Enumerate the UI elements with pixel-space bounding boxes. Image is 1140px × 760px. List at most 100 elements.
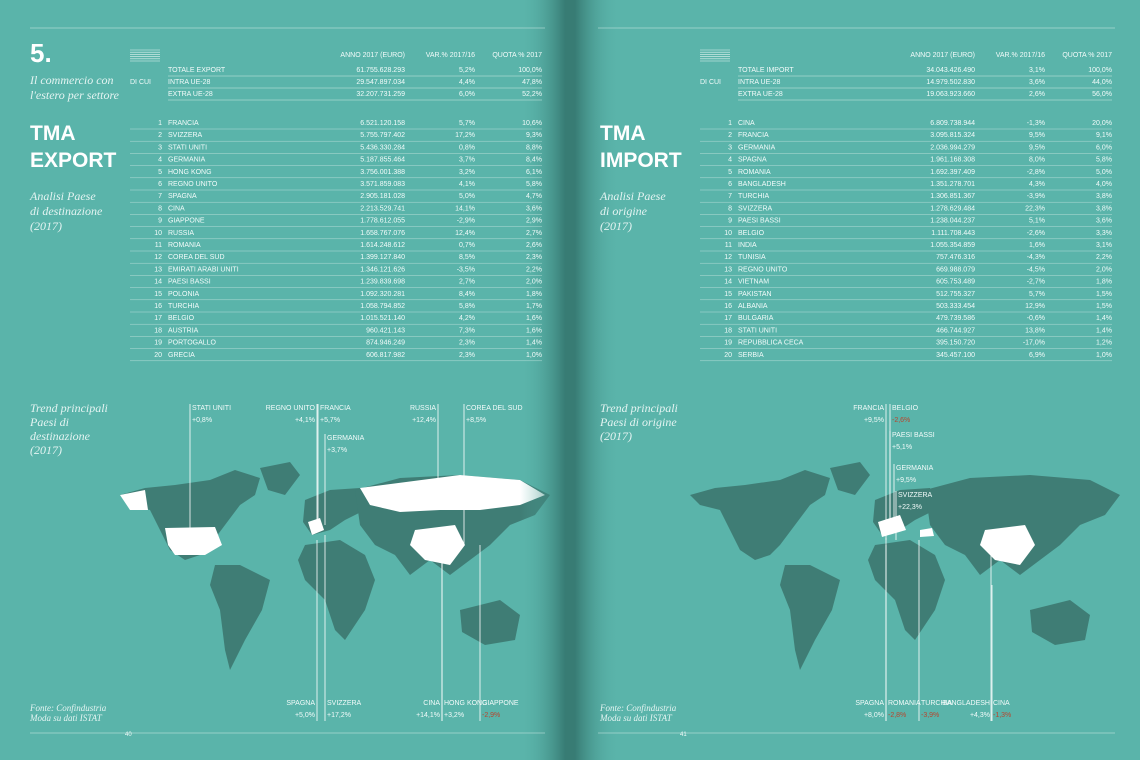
- value: 2,9%: [526, 218, 542, 225]
- callout-change: -2,6%: [892, 417, 910, 424]
- rank: 7: [728, 193, 732, 200]
- value: 1.306.851.367: [930, 193, 975, 200]
- rank: 12: [724, 254, 732, 261]
- country: GERMANIA: [738, 144, 776, 151]
- country: COREA DEL SUD: [168, 254, 225, 261]
- country: CINA: [738, 120, 755, 127]
- value: 5.187.855.464: [360, 157, 405, 164]
- value: 1,6%: [526, 327, 542, 334]
- value: 5,8%: [526, 181, 542, 188]
- country: ROMANIA: [738, 169, 771, 176]
- total-value: 29.547.897.034: [356, 79, 405, 86]
- value: 605.753.489: [936, 279, 975, 286]
- rank: 7: [158, 193, 162, 200]
- source: Moda su dati ISTAT: [29, 713, 103, 723]
- callout-change: +14,1%: [416, 712, 440, 719]
- rank: 14: [724, 279, 732, 286]
- country: INDIA: [738, 242, 757, 249]
- value: 1,5%: [1096, 303, 1112, 310]
- callout-country: BELGIO: [892, 405, 919, 412]
- rank: 3: [728, 144, 732, 151]
- value: 1.614.248.612: [360, 242, 405, 249]
- value: 3,1%: [1096, 242, 1112, 249]
- rank: 18: [724, 327, 732, 334]
- total-value: 44,0%: [1092, 79, 1112, 86]
- value: 9,5%: [1029, 144, 1045, 151]
- total-value: 56,0%: [1092, 91, 1112, 98]
- callout-change: -2,8%: [888, 712, 906, 719]
- source: Moda su dati ISTAT: [599, 713, 673, 723]
- rank: 8: [728, 205, 732, 212]
- value: 1,4%: [1096, 315, 1112, 322]
- value: 2,3%: [526, 254, 542, 261]
- callout-country: BANGLADESH: [942, 700, 990, 707]
- value: 2,2%: [1096, 254, 1112, 261]
- value: 1,7%: [526, 303, 542, 310]
- value: 1,4%: [526, 340, 542, 347]
- callout-country: SPAGNA: [855, 700, 884, 707]
- value: 3.571.859.083: [360, 181, 405, 188]
- country: TURCHIA: [738, 193, 769, 200]
- value: 1.692.397.409: [930, 169, 975, 176]
- country: AUSTRIA: [168, 327, 199, 334]
- callout-country: REGNO UNITO: [266, 405, 316, 412]
- value: 1,8%: [1096, 279, 1112, 286]
- section-number: 5.: [30, 38, 52, 68]
- value: 669.988.079: [936, 266, 975, 273]
- rank: 4: [728, 157, 732, 164]
- country: PORTOGALLO: [168, 340, 217, 347]
- callout-country: STATI UNITI: [192, 405, 231, 412]
- value: -2,6%: [1027, 230, 1045, 237]
- total-value: 61.755.628.293: [356, 67, 405, 74]
- callout-country: PAESI BASSI: [892, 432, 935, 439]
- column-header: QUOTA % 2017: [1062, 52, 1112, 59]
- country: FRANCIA: [738, 132, 769, 139]
- country: GERMANIA: [168, 157, 206, 164]
- rank: 5: [728, 169, 732, 176]
- total-value: 32.207.731.259: [356, 91, 405, 98]
- value: 8,0%: [1029, 157, 1045, 164]
- rank: 12: [154, 254, 162, 261]
- country: GRECIA: [168, 352, 195, 359]
- section-title: TMA: [30, 122, 76, 145]
- source: Fonte: Confindustria: [29, 703, 107, 713]
- country: BELGIO: [738, 230, 765, 237]
- rank: 2: [728, 132, 732, 139]
- callout-country: SVIZZERA: [898, 492, 933, 499]
- value: 3,6%: [1096, 218, 1112, 225]
- rank: 15: [724, 291, 732, 298]
- value: 1,8%: [526, 291, 542, 298]
- value: 503.333.454: [936, 303, 975, 310]
- country: PAKISTAN: [738, 291, 772, 298]
- total-value: 100,0%: [1088, 67, 1112, 74]
- callout-change: +8,0%: [864, 712, 884, 719]
- column-header: ANNO 2017 (EURO): [910, 52, 975, 59]
- value: 3.756.001.388: [360, 169, 405, 176]
- total-value: 2,6%: [1029, 91, 1045, 98]
- callout-change: -3,9%: [921, 712, 939, 719]
- value: 1,6%: [526, 315, 542, 322]
- description: di destinazione: [30, 204, 103, 218]
- country: SPAGNA: [168, 193, 197, 200]
- total-value: 4,4%: [459, 79, 475, 86]
- rank: 14: [154, 279, 162, 286]
- callout-change: +4,3%: [970, 712, 990, 719]
- value: -4,5%: [1027, 266, 1045, 273]
- value: 0,8%: [459, 144, 475, 151]
- section-title: IMPORT: [600, 149, 682, 172]
- value: 2,6%: [526, 242, 542, 249]
- value: 2,0%: [1096, 266, 1112, 273]
- total-value: 100,0%: [518, 67, 542, 74]
- value: 757.476.316: [936, 254, 975, 261]
- value: 2.905.181.028: [360, 193, 405, 200]
- description: (2017): [600, 219, 632, 233]
- country: REPUBBLICA CECA: [738, 340, 804, 347]
- value: 3,6%: [526, 205, 542, 212]
- country: CINA: [168, 205, 185, 212]
- callout-country: GIAPPONE: [482, 700, 519, 707]
- country: POLONIA: [168, 291, 199, 298]
- country: HONG KONG: [168, 169, 212, 176]
- country: SPAGNA: [738, 157, 767, 164]
- trend-title: destinazione: [30, 429, 91, 443]
- rank: 15: [154, 291, 162, 298]
